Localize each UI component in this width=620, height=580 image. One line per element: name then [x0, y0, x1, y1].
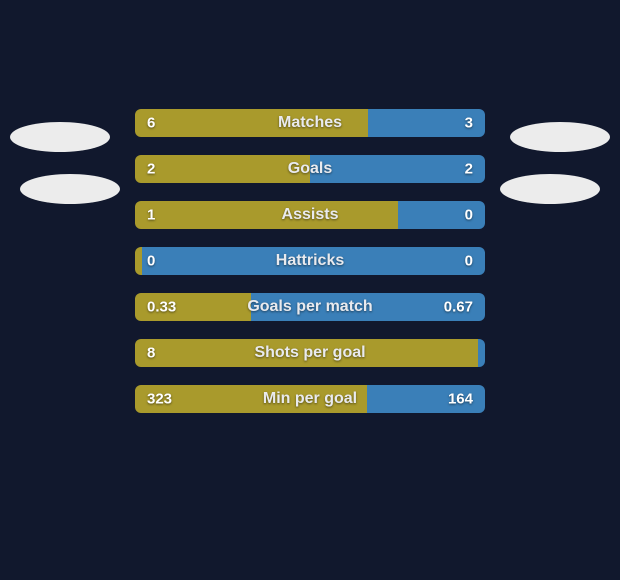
stat-value-right: 2	[465, 161, 473, 178]
stat-value-right: 0	[465, 253, 473, 270]
stat-label: Goals per match	[247, 298, 372, 316]
stat-row: 6 3 Matches	[135, 109, 485, 137]
stat-value-left: 8	[147, 345, 155, 362]
stat-seg-right	[478, 339, 485, 367]
stat-value-right: 3	[465, 115, 473, 132]
stat-value-right: 0.67	[444, 299, 473, 316]
stat-row: 2 2 Goals	[135, 155, 485, 183]
stat-seg-left	[135, 155, 310, 183]
stat-row: 1 0 Assists	[135, 201, 485, 229]
stat-label: Assists	[282, 206, 339, 224]
stat-value-right: 164	[448, 391, 473, 408]
stat-seg-left	[135, 201, 398, 229]
stat-value-left: 323	[147, 391, 172, 408]
stat-value-left: 0	[147, 253, 155, 270]
stat-label: Hattricks	[276, 252, 344, 270]
stat-value-left: 1	[147, 207, 155, 224]
stat-value-left: 6	[147, 115, 155, 132]
stat-seg-right	[310, 155, 485, 183]
stat-label: Matches	[278, 114, 342, 132]
stat-row: 8 Shots per goal	[135, 339, 485, 367]
stat-value-left: 0.33	[147, 299, 176, 316]
stat-row: 0 0 Hattricks	[135, 247, 485, 275]
stat-value-left: 2	[147, 161, 155, 178]
stat-row: 0.33 0.67 Goals per match	[135, 293, 485, 321]
stat-label: Min per goal	[263, 390, 357, 408]
stat-label: Goals	[288, 160, 332, 178]
stat-seg-left	[135, 247, 142, 275]
stat-value-right: 0	[465, 207, 473, 224]
stat-label: Shots per goal	[254, 344, 365, 362]
comparison-chart: 6 3 Matches 2 2 Goals 1 0 Assists 0 0 Hattricks 0.33…	[0, 109, 620, 413]
stat-row: 323 164 Min per goal	[135, 385, 485, 413]
